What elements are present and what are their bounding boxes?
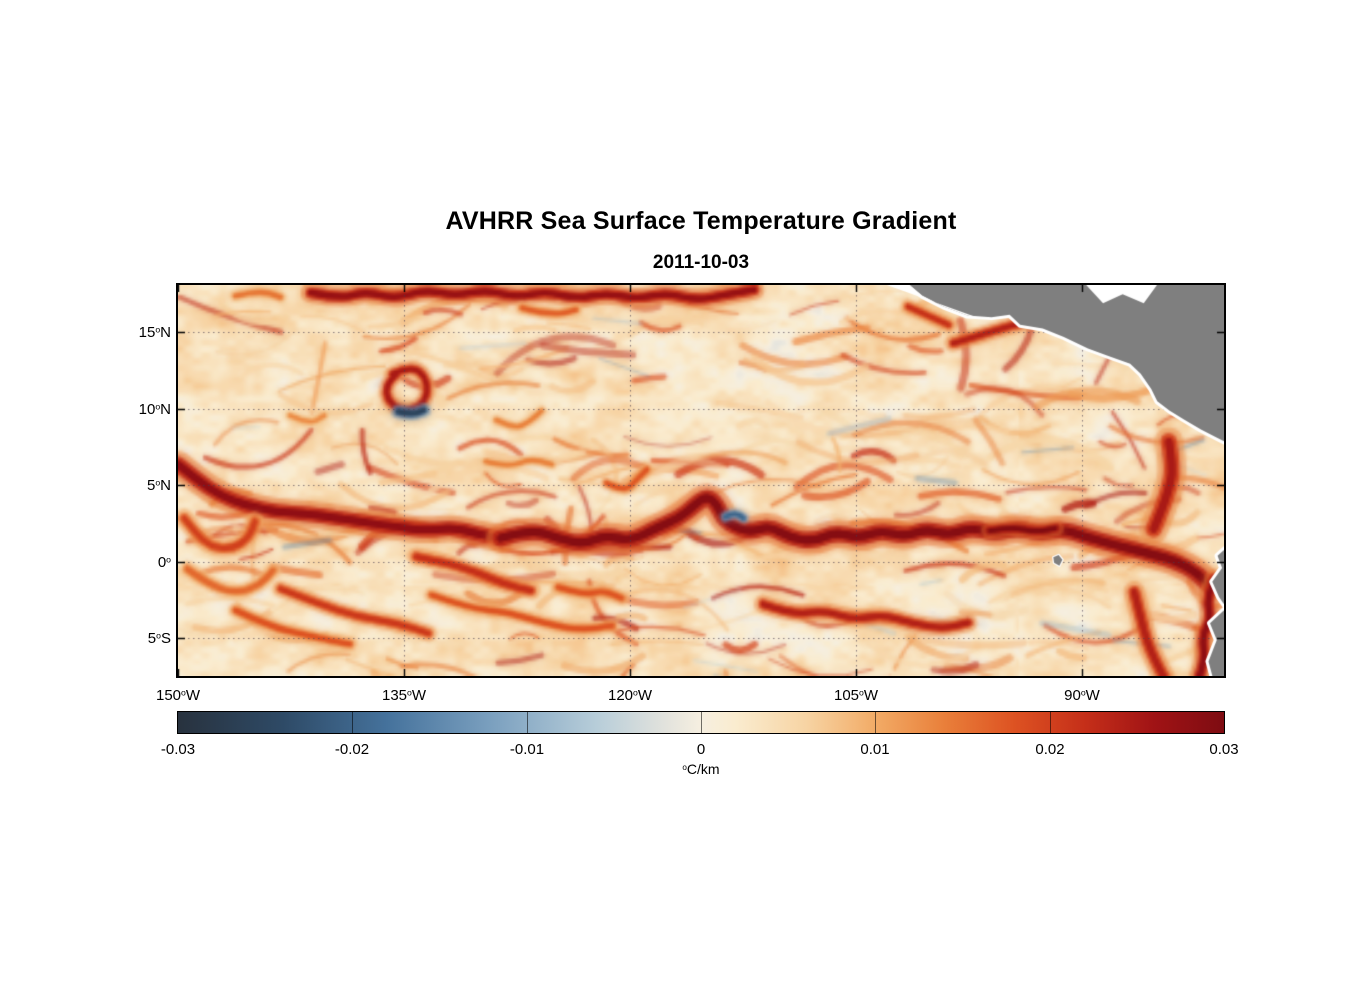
colorbar-tick-label: 0.02 [1035,741,1065,758]
sst-gradient-heatmap-canvas [178,285,1224,676]
lat-tick-dir: N [160,324,171,341]
colorbar-unit-text: C/km [686,761,720,777]
colorbar-tick-line [875,712,877,733]
degree-superscript: o [166,554,171,565]
colorbar-unit-label: oC/km [682,761,719,777]
lon-tick-dir: W [637,687,653,704]
lon-tick-num: 135 [381,687,408,704]
lon-tick-dir: W [185,687,201,704]
lon-tick-dir: W [411,687,427,704]
lon-tick-dir: W [863,687,879,704]
colorbar-tick-label: 0 [696,741,706,758]
colorbar-tick-label: -0.03 [160,741,196,758]
colorbar [177,711,1225,734]
degree-superscript: o [859,687,864,698]
degree-superscript: o [633,687,638,698]
lat-tick-num: 5 [146,477,156,494]
lon-tick-num: 90 [1064,687,1081,704]
lon-tick-150w: 150oW [156,687,200,704]
degree-superscript: o [181,687,186,698]
colorbar-tick-line [1049,712,1051,733]
lat-tick-15n: 15oN [139,323,171,343]
colorbar-tick-line [352,712,354,733]
degree-superscript: o [156,630,161,641]
colorbar-tick-line [526,712,528,733]
lat-tick-dir: S [160,630,171,647]
lat-tick-5n: 5oN [147,476,171,496]
degree-superscript: o [682,762,687,772]
lat-tick-num: 15 [138,324,156,341]
lon-tick-num: 150 [155,687,182,704]
lat-tick-0: 0o [158,553,171,573]
degree-superscript: o [155,477,161,488]
degree-superscript: o [1080,687,1086,698]
colorbar-tick-label: 0.03 [1209,741,1239,758]
chart-subtitle-date: 2011-10-03 [652,252,750,273]
colorbar-tick-label: -0.02 [334,741,370,758]
colorbar-tick-line [701,712,702,733]
chart-title: AVHRR Sea Surface Temperature Gradient [445,207,957,235]
lat-tick-num: 0 [157,554,167,571]
lon-tick-num: 105 [833,687,860,704]
lat-tick-num: 10 [138,401,156,418]
lon-tick-135w: 135oW [382,687,426,704]
lat-tick-dir: N [160,401,171,418]
lat-tick-num: 5 [147,630,157,647]
lat-tick-dir: N [160,477,171,494]
degree-superscript: o [155,401,161,412]
degree-superscript: o [155,324,161,335]
lat-tick-10n: 10oN [139,400,171,420]
colorbar-tick-label: -0.01 [509,741,545,758]
map-plot-frame [176,283,1226,678]
lon-tick-105w: 105oW [834,687,878,704]
degree-superscript: o [407,687,412,698]
lat-tick-5s: 5oS [148,629,171,649]
lon-tick-120w: 120oW [608,687,652,704]
lon-tick-dir: W [1085,687,1100,704]
lon-tick-num: 120 [607,687,634,704]
lon-tick-90w: 90oW [1064,687,1100,704]
colorbar-tick-label: 0.01 [860,741,890,758]
